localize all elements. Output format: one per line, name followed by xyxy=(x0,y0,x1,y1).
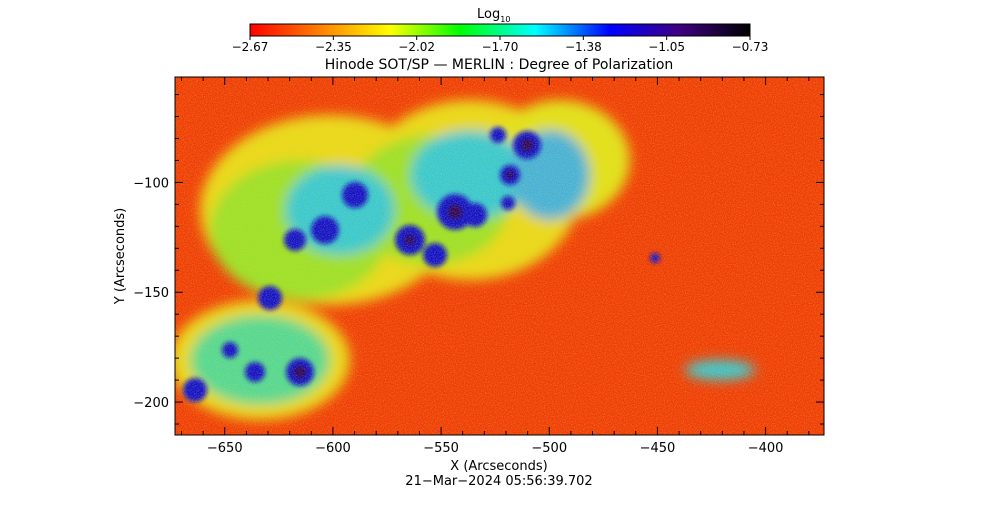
plot-title: Hinode SOT/SP — MERLIN : Degree of Polar… xyxy=(325,57,674,73)
colorbar-tick-label: −0.73 xyxy=(732,40,769,54)
colorbar-tick-label: −1.05 xyxy=(648,40,685,54)
colorbar-tick-label: −2.02 xyxy=(398,40,435,54)
timestamp: 21−Mar−2024 05:56:39.702 xyxy=(405,474,592,489)
colorbar-ticks: −2.67 −2.35 −2.02 −1.70 −1.38 −1.05 −0.73 xyxy=(232,36,769,54)
colorbar-label: Log10 xyxy=(477,7,510,24)
x-tick-label: −400 xyxy=(748,441,784,456)
x-tick-label: −550 xyxy=(423,441,459,456)
colorbar-tick-label: −2.67 xyxy=(232,40,269,54)
y-tick-label: −100 xyxy=(133,176,169,191)
colorbar-tick-label: −1.38 xyxy=(565,40,602,54)
colorbar-tick-label: −2.35 xyxy=(315,40,352,54)
x-tick-label: −450 xyxy=(640,441,676,456)
y-tick-label: −200 xyxy=(133,396,169,411)
x-axis-label: X (Arcseconds) xyxy=(450,459,547,474)
colorbar-tick-label: −1.70 xyxy=(482,40,519,54)
colorbar xyxy=(249,23,751,37)
speckle-texture xyxy=(175,77,824,435)
x-tick-label: −600 xyxy=(315,441,351,456)
plot-frame xyxy=(174,76,825,436)
polarization-map xyxy=(175,77,824,435)
y-axis-label: Y (Arcseconds) xyxy=(113,208,128,305)
x-tick-label: −650 xyxy=(207,441,243,456)
y-axis-ticks: −100 −150 −200 xyxy=(133,94,824,425)
x-axis-ticks: −650 −600 −550 −500 −450 −400 xyxy=(180,77,810,456)
y-tick-label: −150 xyxy=(133,286,169,301)
x-tick-label: −500 xyxy=(531,441,567,456)
